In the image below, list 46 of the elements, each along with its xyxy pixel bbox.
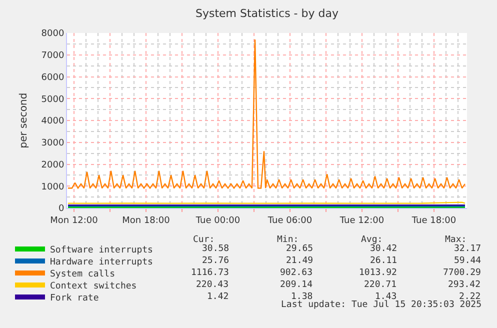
text: 220.43 xyxy=(196,280,229,290)
text: 1116.73 xyxy=(191,268,229,278)
text: 293.42 xyxy=(448,280,481,290)
text: 25.76 xyxy=(202,256,230,266)
text: 902.63 xyxy=(280,268,313,278)
legend-label: Hardware interrupts xyxy=(50,258,153,268)
y-tick-label: 0 xyxy=(58,204,64,214)
text: 220.71 xyxy=(364,280,397,290)
text: 26.11 xyxy=(370,256,398,266)
y-axis-title: per second xyxy=(18,92,30,148)
text: 29.65 xyxy=(286,244,314,254)
text: 30.42 xyxy=(370,244,398,254)
text: 30.58 xyxy=(202,244,230,254)
text: 7700.29 xyxy=(443,268,481,278)
y-tick-label: 5000 xyxy=(41,94,64,105)
x-tick-label: Tue 12:00 xyxy=(338,216,384,226)
text: 209.14 xyxy=(280,280,313,290)
text: Min: xyxy=(277,235,299,245)
x-tick-label: Tue 00:00 xyxy=(194,216,240,226)
text: Last update: Tue Jul 15 20:35:03 2025 xyxy=(281,300,482,310)
chart-title: System Statistics - by day xyxy=(196,6,339,20)
text: Max: xyxy=(445,235,467,245)
text: 2.22 xyxy=(459,292,481,302)
text: Avg: xyxy=(361,235,383,245)
y-tick-label: 1000 xyxy=(41,182,64,192)
y-tick-label: 6000 xyxy=(41,72,64,83)
x-tick-label: Tue 18:00 xyxy=(410,216,456,226)
legend-label: Software interrupts xyxy=(50,246,153,256)
text: 59.44 xyxy=(454,256,482,266)
legend-label: Context switches xyxy=(50,282,137,292)
x-tick-label: Mon 12:00 xyxy=(50,216,98,226)
text: 1.42 xyxy=(207,292,229,302)
legend-label: Fork rate xyxy=(50,294,99,304)
text: Cur: xyxy=(193,235,215,245)
x-tick-label: Mon 18:00 xyxy=(122,216,170,226)
y-tick-label: 4000 xyxy=(41,116,64,127)
legend-label: System calls xyxy=(50,270,116,280)
y-tick-label: 3000 xyxy=(41,138,64,149)
text: 1013.92 xyxy=(359,268,397,278)
x-tick-label: Tue 06:00 xyxy=(266,216,312,226)
y-tick-label: 2000 xyxy=(41,160,64,170)
y-tick-label: 8000 xyxy=(41,29,64,40)
text: 21.49 xyxy=(286,256,314,266)
text: 32.17 xyxy=(454,244,482,254)
y-tick-label: 7000 xyxy=(41,51,64,62)
text: 1.38 xyxy=(291,292,313,302)
